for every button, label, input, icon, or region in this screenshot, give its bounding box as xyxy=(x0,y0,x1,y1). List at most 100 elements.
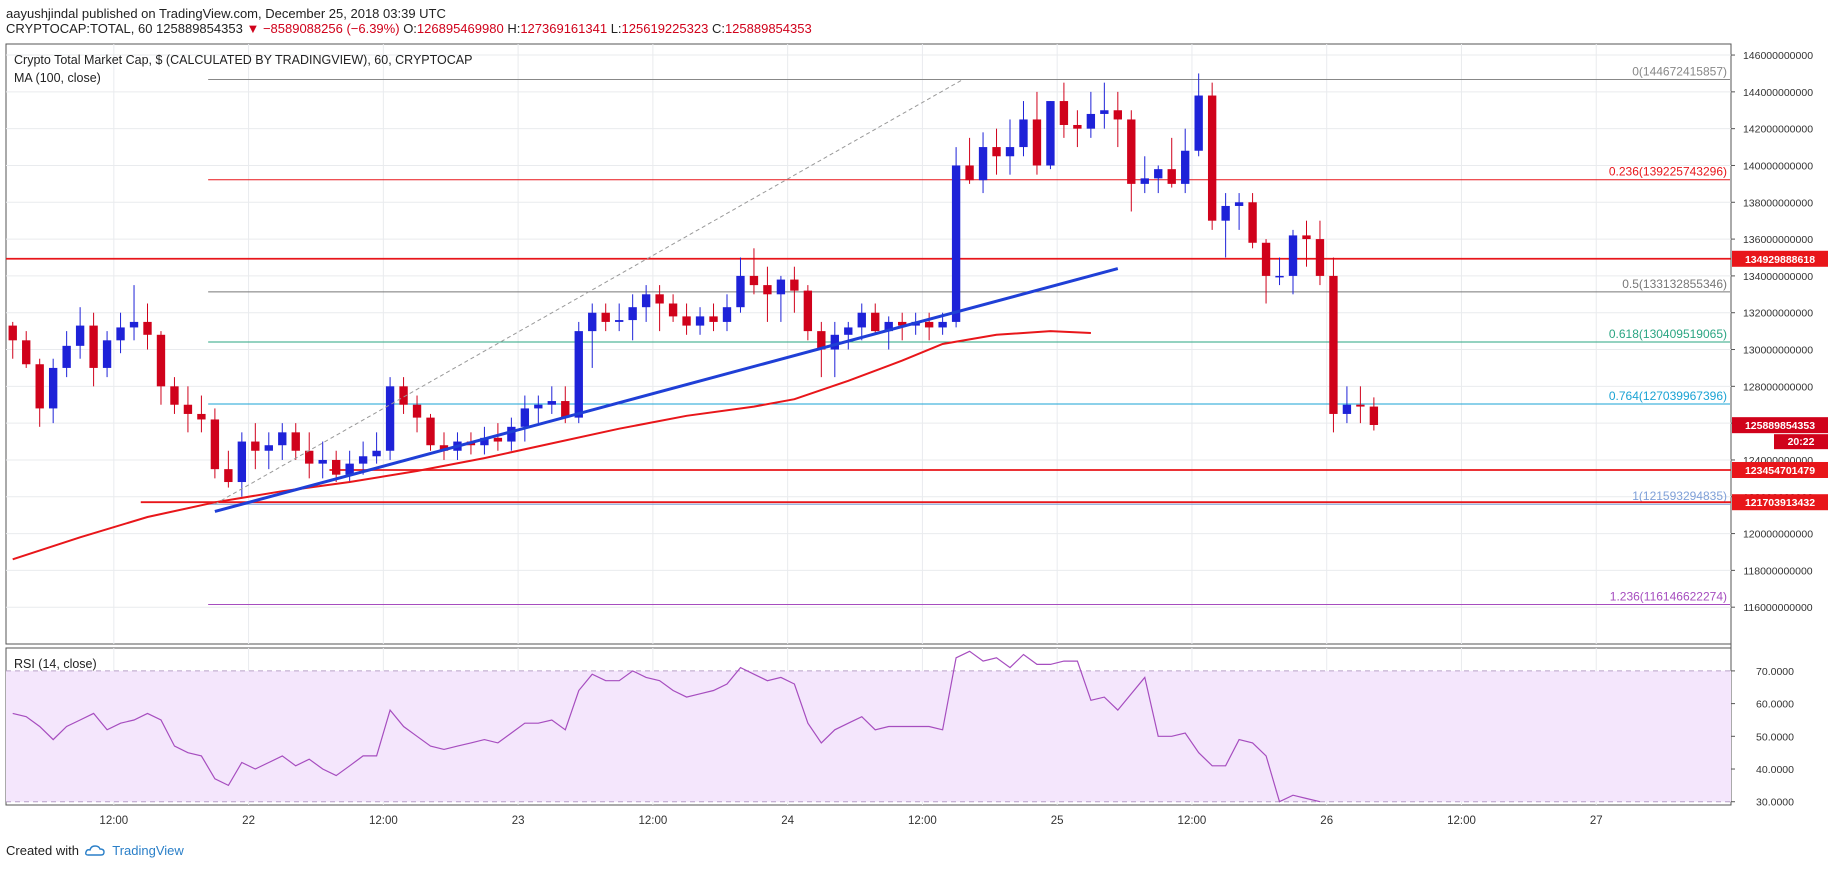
candle-body xyxy=(412,404,422,418)
candle-body xyxy=(1302,235,1311,240)
candle-body xyxy=(1194,95,1203,151)
fib-value: 116146622274 xyxy=(1644,589,1724,603)
x-tick-label: 12:00 xyxy=(908,815,937,827)
price-axis: 1160000000001180000000001200000000001220… xyxy=(1731,50,1828,809)
open-value: 126895469980 xyxy=(416,21,504,36)
candle-body xyxy=(844,327,853,335)
close-label: C: xyxy=(711,21,725,36)
candle-body xyxy=(588,312,597,332)
last-price-badge-text: 125889854353 xyxy=(1745,420,1815,432)
author-name[interactable]: aayushjindal xyxy=(6,6,79,21)
candle-body xyxy=(1315,239,1325,276)
candle-body xyxy=(884,321,893,332)
candle-body xyxy=(763,285,772,295)
candle-body xyxy=(1221,205,1230,221)
x-tick-label: 24 xyxy=(781,815,794,827)
candle-body xyxy=(224,469,233,483)
candle-body xyxy=(1167,169,1176,184)
open-label: O: xyxy=(403,21,417,36)
fib-ratio: 0.764 xyxy=(1609,389,1639,403)
y-tick-label: 146000000000 xyxy=(1743,50,1813,62)
level-badge xyxy=(1732,250,1828,267)
created-with-text: Created with xyxy=(6,843,79,858)
fib-ratio: 0.5 xyxy=(1622,277,1639,291)
candle-body xyxy=(1059,101,1069,125)
candle-body xyxy=(8,325,17,341)
candle-body xyxy=(264,445,273,451)
candle-body xyxy=(372,450,381,457)
y-tick-label: 138000000000 xyxy=(1743,197,1813,209)
x-tick-label: 12:00 xyxy=(1178,815,1207,827)
candle-body xyxy=(601,312,610,322)
fib-anchor-line xyxy=(214,79,964,505)
y-tick-label: 128000000000 xyxy=(1743,381,1813,393)
candle-body xyxy=(237,441,247,483)
ma-line xyxy=(12,330,1091,561)
candle-body xyxy=(1019,119,1028,148)
candle-body xyxy=(561,401,570,418)
candle-body xyxy=(1100,110,1109,114)
level-badge-text: 123454701479 xyxy=(1745,465,1815,477)
candle-body xyxy=(1140,178,1149,184)
candle-body xyxy=(143,321,152,335)
y-tick-label: 136000000000 xyxy=(1743,234,1813,246)
y-tick-label: 118000000000 xyxy=(1743,565,1812,577)
candle-body xyxy=(305,450,314,464)
candle-body xyxy=(291,432,300,451)
candle-body xyxy=(790,279,799,291)
tradingview-brand[interactable]: TradingView xyxy=(112,843,184,858)
fib-value: 127039967396 xyxy=(1643,389,1723,403)
fib-ratio: 0.618 xyxy=(1609,327,1639,341)
fib-value: 144672415857 xyxy=(1643,64,1723,78)
fib-value: 130409519065 xyxy=(1643,327,1723,341)
candle-body xyxy=(1073,124,1082,129)
candle-body xyxy=(1113,110,1122,120)
candle-body xyxy=(197,413,206,420)
close-value: 125889854353 xyxy=(724,21,812,36)
candle-body xyxy=(615,320,624,322)
overlays xyxy=(12,79,1119,561)
last-price: 125889854353 xyxy=(156,21,243,36)
x-tick-label: 12:00 xyxy=(99,815,128,827)
fib-ratio: 0.236 xyxy=(1609,165,1639,179)
y-tick-label: 144000000000 xyxy=(1743,87,1813,99)
rsi-tick-label: 60.0000 xyxy=(1756,699,1794,711)
y-tick-label: 116000000000 xyxy=(1743,602,1812,614)
fib-ratio: 1 xyxy=(1632,489,1639,503)
fib-value: 121593294835 xyxy=(1643,489,1723,503)
candle-body xyxy=(1261,242,1271,276)
candle-body xyxy=(1181,150,1190,184)
x-tick-label: 26 xyxy=(1320,815,1333,827)
x-tick-label: 12:00 xyxy=(369,815,398,827)
chart-header: aayushjindal published on TradingView.co… xyxy=(6,6,812,36)
candle-body xyxy=(62,345,71,368)
candle-body xyxy=(102,340,112,368)
fib-label: 1.236(116146622274) xyxy=(1610,589,1727,603)
candle-body xyxy=(1342,404,1352,414)
candle-body xyxy=(722,307,732,322)
tradingview-cloud-icon xyxy=(84,845,105,856)
x-tick-label: 27 xyxy=(1590,815,1603,827)
candle-body xyxy=(1046,101,1055,166)
y-tick-label: 134000000000 xyxy=(1743,271,1813,283)
candle-body xyxy=(641,294,651,308)
candle-body xyxy=(75,325,85,346)
x-tick-label: 25 xyxy=(1051,815,1064,827)
countdown-badge-text: 20:22 xyxy=(1788,436,1815,448)
candle-body xyxy=(520,408,530,427)
main-pane-frame xyxy=(5,43,1732,645)
candle-body xyxy=(1288,235,1298,276)
fib-value: 139225743296 xyxy=(1643,165,1723,179)
candle-body xyxy=(1329,275,1338,414)
y-tick-label: 120000000000 xyxy=(1743,529,1813,541)
high-value: 127369161341 xyxy=(520,21,608,36)
candle-body xyxy=(992,147,1001,157)
candle-body xyxy=(951,165,961,322)
candle-body xyxy=(116,327,125,341)
symbol-label: CRYPTOCAP:TOTAL, 60 xyxy=(6,21,153,36)
candle-body xyxy=(938,321,947,328)
level-badge xyxy=(1732,494,1828,511)
ma-indicator-label: MA (100, close) xyxy=(14,71,101,85)
candle-body xyxy=(1207,95,1217,221)
